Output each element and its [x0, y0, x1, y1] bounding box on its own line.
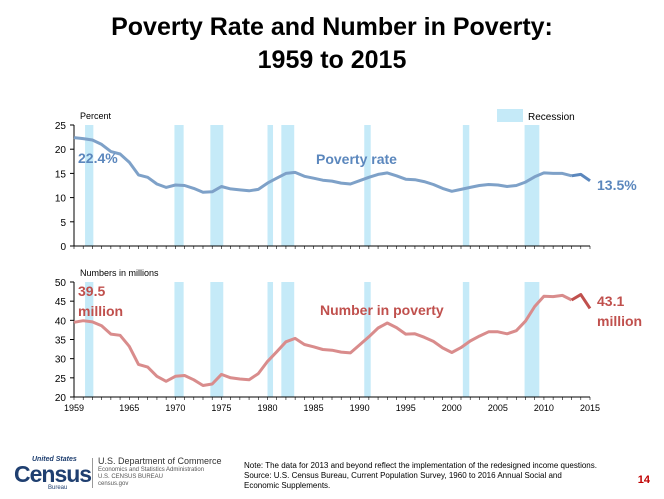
- rate-y-tick-label: 0: [60, 242, 66, 253]
- rate-start-label: 22.4%: [78, 150, 118, 166]
- census-logo: United States Census Bureau U.S. Departm…: [14, 456, 234, 492]
- logo-sub3: census.gov: [98, 481, 129, 487]
- rate-end-label: 13.5%: [597, 177, 637, 193]
- chart-title-line2: 1959 to 2015: [257, 46, 407, 74]
- recession-bar: [281, 125, 295, 246]
- logo-sub1: Economics and Statistics Administration: [98, 467, 205, 473]
- recession-bar: [267, 282, 274, 397]
- rate-y-tick-label: 5: [60, 218, 66, 229]
- rate-y-axis-label: Percent: [80, 111, 112, 121]
- chart-title-line1: Poverty Rate and Number in Poverty:: [111, 13, 553, 41]
- recession-bar: [174, 282, 184, 397]
- logo-united-states: United States: [32, 456, 77, 463]
- note-line-1: Note: The data for 2013 and beyond refle…: [244, 461, 597, 470]
- recession-bar: [462, 125, 470, 246]
- recession-bar: [462, 282, 470, 397]
- x-tick-label: 2005: [488, 403, 508, 413]
- count-y-tick-label: 20: [55, 393, 67, 404]
- count-y-tick-label: 30: [55, 355, 67, 366]
- rate-y-tick-label: 10: [55, 194, 67, 205]
- x-tick-label: 2015: [580, 403, 600, 413]
- count-y-tick-label: 25: [55, 374, 67, 385]
- recession-bar: [267, 125, 274, 246]
- count-y-tick-label: 35: [55, 336, 67, 347]
- x-tick-label: 1980: [257, 403, 277, 413]
- rate-series-label: Poverty rate: [316, 151, 397, 167]
- count-start-label-1: 39.5: [78, 283, 105, 299]
- count-y-tick-label: 50: [55, 278, 67, 289]
- logo-bureau: Bureau: [48, 485, 68, 491]
- page-number: 14: [637, 474, 650, 486]
- recession-bar: [364, 125, 371, 246]
- rate-y-tick-label: 25: [55, 121, 67, 132]
- recession-bar: [85, 125, 94, 246]
- logo-sub2: U.S. CENSUS BUREAU: [98, 474, 164, 480]
- logo-dept: U.S. Department of Commerce: [98, 456, 222, 466]
- recession-bar: [85, 282, 94, 397]
- count-y-axis-label: Numbers in millions: [80, 268, 159, 278]
- rate-y-tick-label: 15: [55, 169, 67, 180]
- recession-bar: [281, 282, 295, 397]
- recession-bar: [210, 282, 224, 397]
- recession-legend-label: Recession: [528, 112, 575, 123]
- note-line-3: Economic Supplements.: [244, 481, 331, 490]
- count-end-label-1: 43.1: [597, 293, 624, 309]
- x-tick-label: 1970: [165, 403, 185, 413]
- x-tick-label: 1975: [211, 403, 231, 413]
- rate-y-tick-label: 20: [55, 145, 67, 156]
- logo-divider: [92, 458, 93, 488]
- x-tick-label: 2010: [534, 403, 554, 413]
- count-y-tick-label: 40: [55, 316, 67, 327]
- x-tick-label: 1985: [304, 403, 324, 413]
- footnote: Note: The data for 2013 and beyond refle…: [244, 461, 654, 491]
- rate-series-line-redesigned: [571, 172, 591, 182]
- recession-bar: [210, 125, 224, 246]
- x-tick-label: 1995: [396, 403, 416, 413]
- note-line-2: Source: U.S. Census Bureau, Current Popu…: [244, 471, 562, 480]
- count-start-label-2: million: [78, 303, 123, 319]
- logo-census: Census: [14, 461, 92, 487]
- recession-bar: [524, 125, 540, 246]
- count-y-tick-label: 45: [55, 297, 67, 308]
- count-end-label-2: million: [597, 313, 642, 329]
- count-series-line-redesigned: [570, 293, 592, 310]
- count-series-label: Number in poverty: [320, 302, 444, 318]
- recession-bar: [524, 282, 540, 397]
- x-tick-label: 2000: [442, 403, 462, 413]
- x-tick-label: 1965: [119, 403, 139, 413]
- recession-legend-swatch: [497, 109, 523, 122]
- x-tick-label: 1990: [350, 403, 370, 413]
- x-tick-label: 1959: [64, 403, 84, 413]
